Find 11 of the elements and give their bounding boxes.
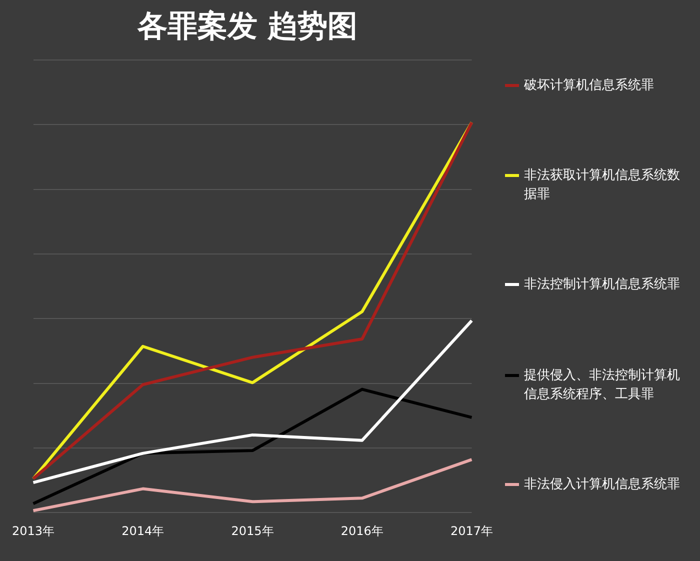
x-tick-label: 2014年 [122, 524, 164, 538]
legend-label: 非法获取计算机信息系统数据罪 [524, 167, 681, 204]
legend-label: 破坏计算机信息系统罪 [524, 76, 654, 95]
x-tick-label: 2013年 [12, 524, 55, 538]
x-tick-label: 2016年 [340, 524, 384, 538]
x-tick-label: 2015年 [231, 524, 274, 538]
chart-title: 各罪案发 趋势图 [136, 8, 358, 44]
legend-label: 非法控制计算机信息系统罪 [524, 276, 680, 294]
x-tick-label: 2017年 [450, 524, 494, 538]
legend-label: 提供侵入、非法控制计算机信息系统程序、工具罪 [524, 366, 681, 404]
legend-label: 非法侵入计算机信息系统罪 [524, 476, 680, 494]
